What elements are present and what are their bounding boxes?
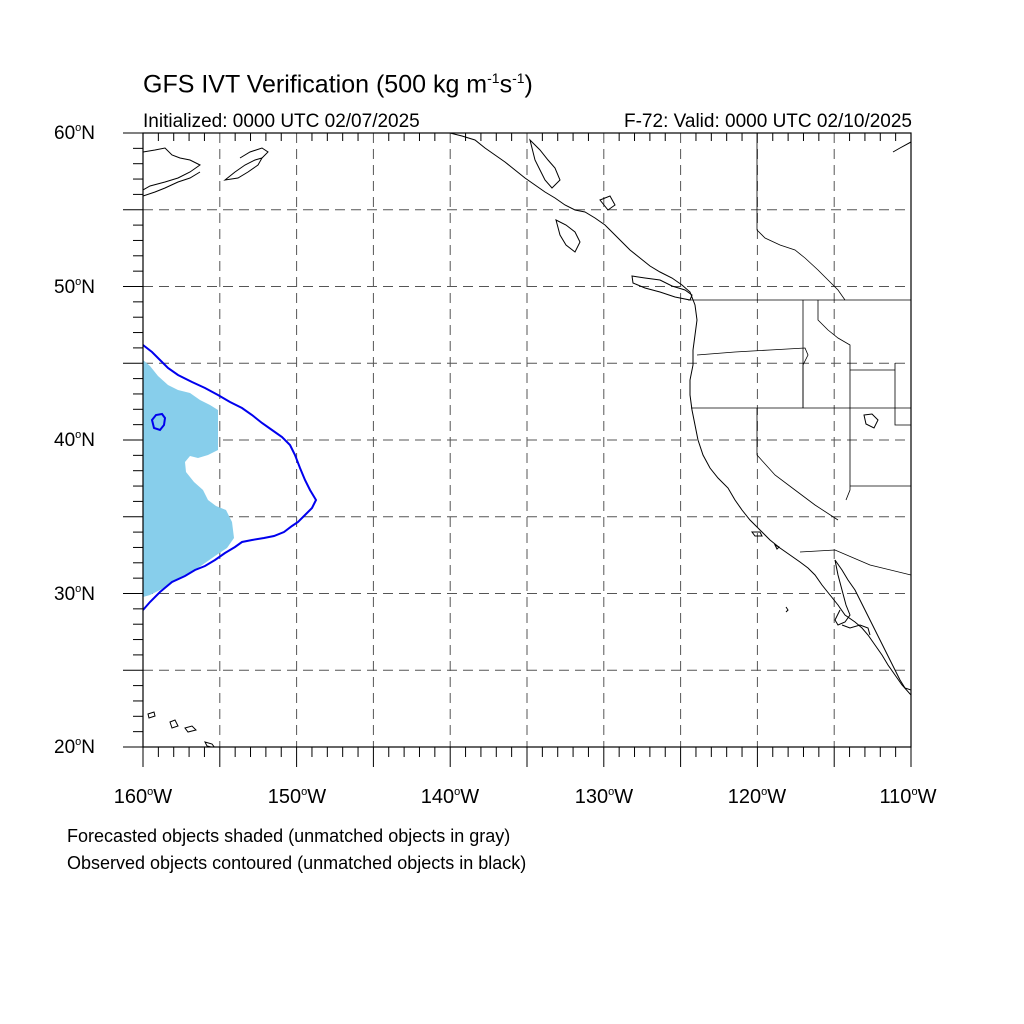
lat-label-30n: 30oN <box>54 583 95 605</box>
caption-observed: Observed objects contoured (unmatched ob… <box>67 853 527 873</box>
lon-label-110w: 110oW <box>879 786 937 808</box>
lon-label-150w: 150oW <box>267 786 327 808</box>
state-borders <box>688 133 911 576</box>
lon-label-130w: 130oW <box>574 786 634 808</box>
observed-ivt-contour-small <box>150 412 167 432</box>
lat-label-20n: 20oN <box>54 736 95 758</box>
lon-label-140w: 140oW <box>420 786 480 808</box>
lon-label-120w: 120oW <box>727 786 787 808</box>
lon-label-160w: 160oW <box>113 786 173 808</box>
lat-label-50n: 50oN <box>54 276 95 298</box>
coastlines <box>143 133 911 747</box>
lat-label-60n: 60oN <box>54 122 95 144</box>
init-time-label: Initialized: 0000 UTC 02/07/2025 <box>143 111 420 132</box>
lat-lon-grid <box>143 133 911 747</box>
lat-label-40n: 40oN <box>54 429 95 451</box>
map-title: GFS IVT Verification (500 kg m-1s-1) <box>143 70 533 99</box>
axis-ticks <box>123 132 912 767</box>
valid-time-label: F-72: Valid: 0000 UTC 02/10/2025 <box>624 111 912 132</box>
observed-ivt-contour <box>143 344 318 611</box>
caption-forecast: Forecasted objects shaded (unmatched obj… <box>67 826 511 846</box>
